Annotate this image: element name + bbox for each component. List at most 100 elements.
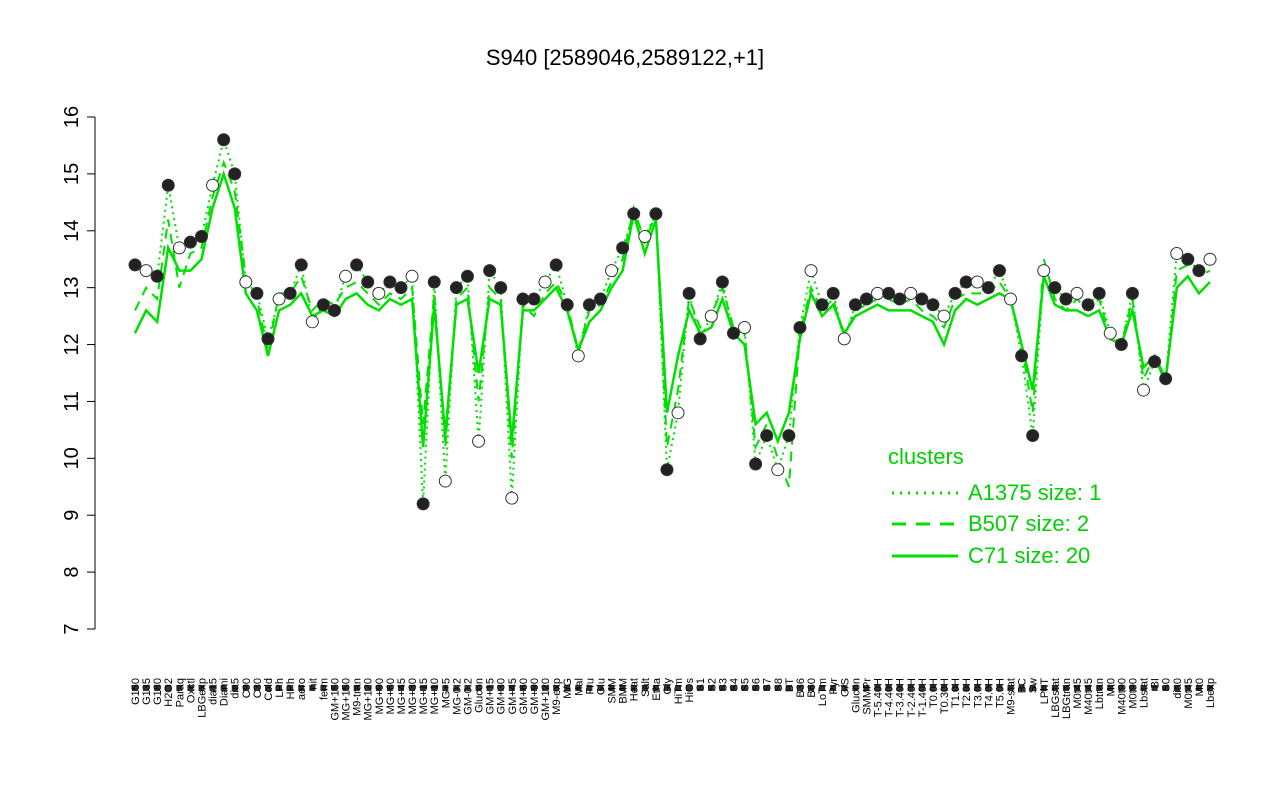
x-rug-mark [974,685,981,691]
data-point [992,264,1006,278]
data-point [1004,292,1018,306]
x-rug-mark [852,685,859,691]
x-tick-label: BMM [618,678,630,704]
x-tick-label: M40t90 [1116,678,1128,715]
data-point [449,281,463,295]
x-rug-mark [353,685,360,691]
x-tick-label: nit [307,678,319,690]
data-point [483,264,497,278]
x-tick-label: S7 [762,678,774,691]
data-point [228,167,242,181]
data-point [316,298,330,312]
x-tick-label: Glu [595,678,607,695]
data-point [981,281,995,295]
x-rug-mark [1195,685,1202,691]
x-tick-label: T-5.40H [873,678,885,717]
data-point [305,315,319,329]
x-rug-mark [165,685,172,691]
data-point [593,292,607,306]
x-tick-label: T3.0H [972,678,984,708]
x-rug-mark [808,685,815,691]
x-tick-label: LPh [274,678,286,698]
x-rug-mark [1140,685,1147,691]
x-tick-label: Salt [640,678,652,697]
data-point [383,275,397,289]
data-point [1114,338,1128,352]
data-point [926,298,940,312]
x-rug-mark [952,685,959,691]
x-rug-mark [630,685,637,691]
y-tick-label: 14 [61,220,83,242]
x-rug-mark [287,685,294,691]
x-rug-mark [1029,685,1036,691]
data-point [194,229,208,243]
data-point [183,235,197,249]
data-point [738,320,752,334]
data-point [1137,383,1151,397]
x-tick-label: MG+60 [385,678,397,714]
x-tick-label: MG+15 [418,678,430,714]
data-point [859,292,873,306]
x-tick-label: LBGstat [1050,678,1062,718]
x-tick-label: T0.30H [939,678,951,714]
x-rug-mark [885,685,892,691]
data-point [571,349,585,363]
x-tick-label: Mal [573,678,585,696]
x-tick-label: H2O2 [163,678,175,707]
x-rug-mark [386,685,393,691]
x-tick-label: M9-stat [1006,678,1018,715]
x-rug-mark [896,685,903,691]
x-tick-label: GM+15 [485,678,497,714]
data-point [494,281,508,295]
x-tick-label: GM+150 [329,678,341,721]
chart-title: S940 [2589046,2589122,+1] [486,45,764,70]
data-point [627,207,641,221]
data-point [1059,292,1073,306]
x-tick-label: MG+10 [429,678,441,714]
data-point [649,207,663,221]
x-tick-label: T-3.40H [895,678,907,717]
x-tick-label: GM+120 [540,678,552,721]
x-tick-label: LBGtran [1061,678,1073,719]
data-point [749,457,763,471]
data-point [782,429,796,443]
x-tick-label: BC [1017,678,1029,693]
x-rug-mark [708,685,715,691]
data-point [915,292,929,306]
x-rug-mark [320,685,327,691]
x-rug-mark [1151,685,1158,691]
data-point [372,286,386,300]
x-rug-mark [874,685,881,691]
x-rug-mark [542,685,549,691]
x-rug-mark [597,685,604,691]
x-rug-mark [1207,685,1213,691]
x-tick-label: T-4.40H [884,678,896,717]
data-point [416,497,430,511]
x-tick-label: Heat [629,678,641,701]
x-rug-mark [1074,685,1081,691]
x-tick-label: Mt0 [1194,678,1206,696]
x-tick-label: T0.0H [928,678,940,708]
x-tick-label: G135 [141,678,153,705]
x-rug-mark [741,685,748,691]
x-rug-mark [785,685,792,691]
data-point [893,292,907,306]
x-rug-mark [641,685,648,691]
x-rug-mark [907,685,914,691]
series-lines [133,136,1211,504]
data-point [693,332,707,346]
x-rug-mark [985,685,992,691]
x-rug-mark [841,685,848,691]
x-rug-mark [176,685,183,691]
x-tick-label: GM+90 [529,678,541,714]
x-tick-label: SMM [607,678,619,704]
x-rug-mark [730,685,737,691]
data-point [837,332,851,346]
x-tick-label: Gly [662,678,674,695]
data-point [970,275,984,289]
x-tick-label: HPh [285,678,297,699]
data-point [704,309,718,323]
data-point [427,275,441,289]
data-point [1048,281,1062,295]
x-rug-mark [763,685,770,691]
